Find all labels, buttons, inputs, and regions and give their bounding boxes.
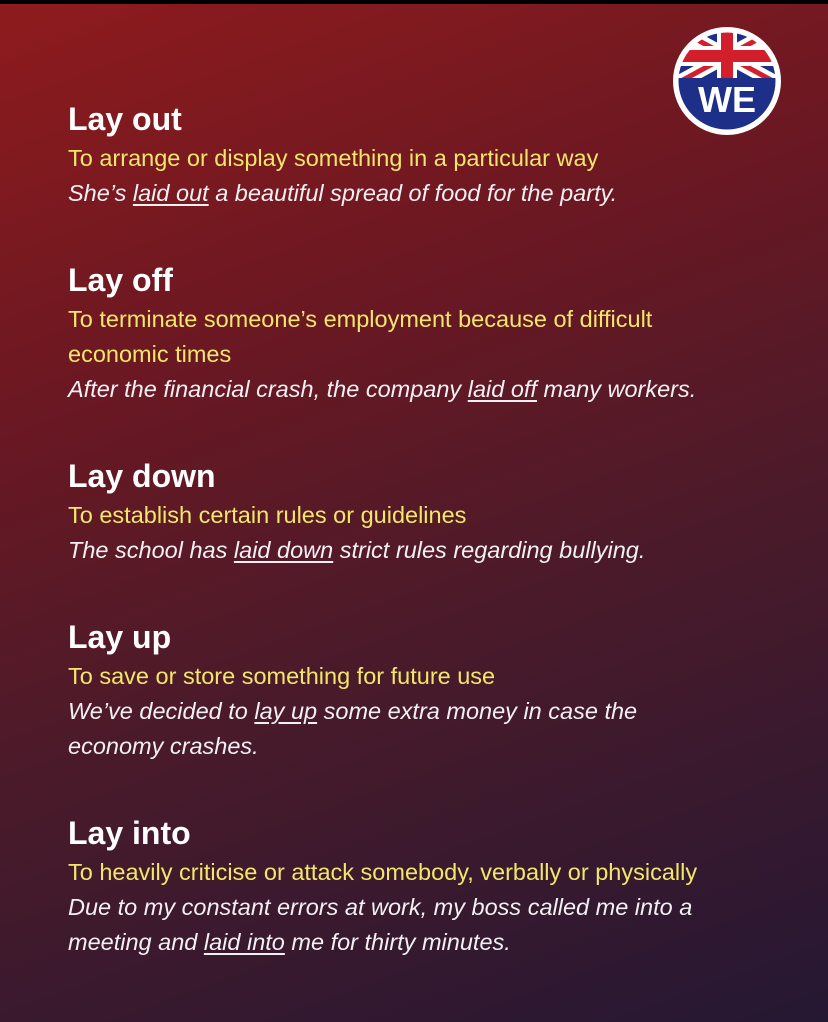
example-text: She’s — [68, 180, 133, 206]
entry-term: Lay out — [68, 101, 182, 137]
entry-definition: To heavily criticise or attack somebody,… — [68, 859, 698, 885]
example-text: Due to my constant errors at work, my bo… — [68, 894, 693, 955]
example-phrase: laid out — [132, 180, 209, 206]
entry-example: She’s laid out a beautiful spread of foo… — [68, 176, 788, 211]
entry-definition: To arrange or display something in a par… — [68, 145, 599, 171]
entry-lay-off: Lay off To terminate someone’s employmen… — [68, 260, 738, 407]
entry-lay-out: Lay out To arrange or display something … — [68, 99, 788, 211]
entry-term: Lay up — [68, 619, 172, 655]
example-phrase: laid off — [467, 376, 537, 402]
entry-lay-into: Lay into To heavily criticise or attack … — [68, 813, 768, 960]
entry-lay-up: Lay up To save or store something for fu… — [68, 617, 708, 764]
example-text: a beautiful spread of food for the party… — [208, 180, 618, 206]
example-phrase: laid into — [203, 929, 285, 955]
entry-example: Due to my constant errors at work, my bo… — [68, 890, 768, 960]
entry-example: After the financial crash, the company l… — [68, 372, 738, 407]
entry-definition: To establish certain rules or guidelines — [68, 502, 467, 528]
example-text: some extra money in case the economy cra… — [68, 698, 638, 759]
entry-term: Lay down — [68, 458, 216, 494]
example-text: We’ve decided to — [68, 698, 255, 724]
example-text: many workers. — [536, 376, 697, 402]
example-phrase: laid down — [233, 537, 334, 563]
example-text: me for thirty minutes. — [284, 929, 511, 955]
entry-term: Lay off — [68, 262, 173, 298]
example-text: strict rules regarding bullying. — [333, 537, 646, 563]
top-border — [0, 0, 828, 4]
logo-text: WE — [698, 79, 756, 120]
we-logo-icon: WE — [673, 27, 781, 135]
entry-example: We’ve decided to lay up some extra money… — [68, 694, 708, 764]
entry-example: The school has laid down strict rules re… — [68, 533, 788, 568]
entry-term: Lay into — [68, 815, 191, 851]
entry-lay-down: Lay down To establish certain rules or g… — [68, 456, 788, 568]
example-text: The school has — [68, 537, 234, 563]
example-phrase: lay up — [254, 698, 318, 724]
example-text: After the financial crash, the company — [68, 376, 468, 402]
entry-definition: To save or store something for future us… — [68, 663, 496, 689]
entry-definition: To terminate someone’s employment becaus… — [68, 306, 653, 367]
